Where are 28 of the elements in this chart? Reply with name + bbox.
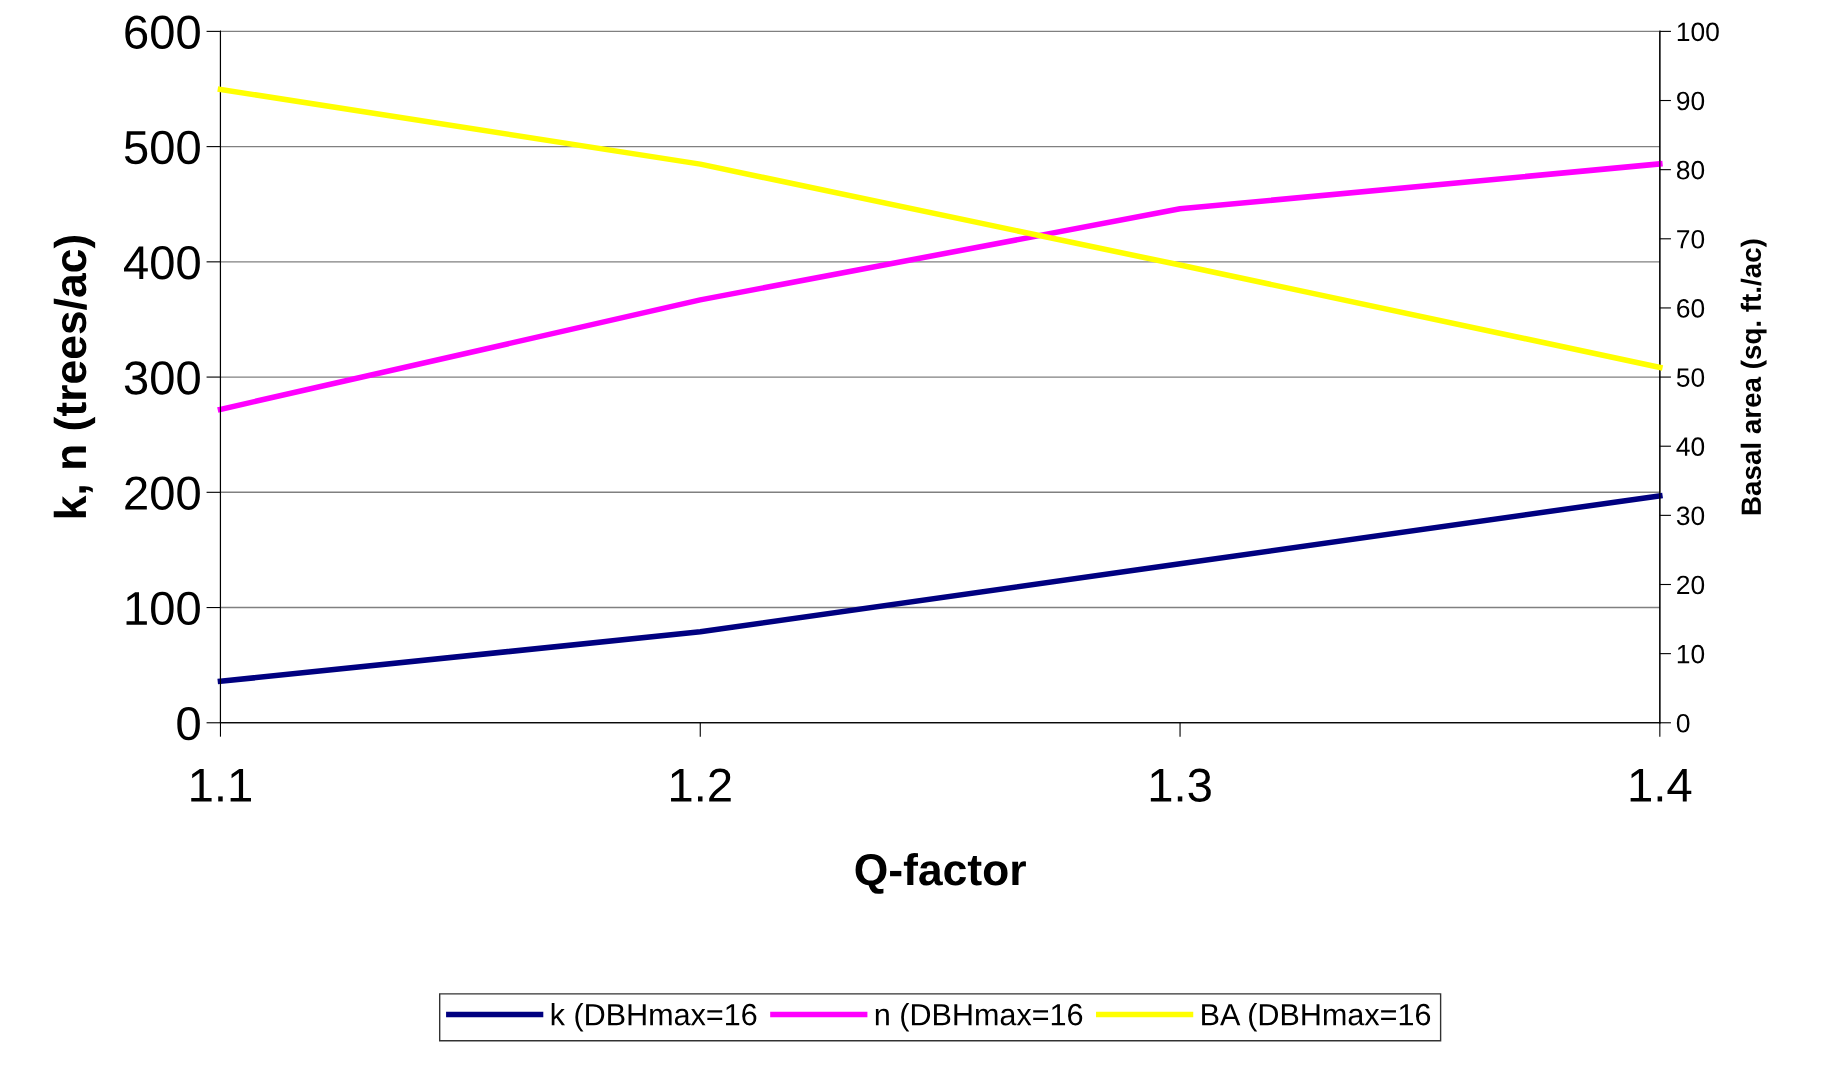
y2-tick-label: 100 xyxy=(1677,22,1719,42)
y2-axis-title: Basal area (sq. ft./ac) xyxy=(1740,239,1767,515)
y2-tick-label: 60 xyxy=(1677,299,1705,318)
y2-tick-label: 0 xyxy=(1676,713,1690,733)
y-tick-label: 300 xyxy=(124,361,200,395)
x-axis-title: Q-factor xyxy=(855,852,1026,894)
y-tick-label: 600 xyxy=(125,15,200,49)
y-tick-label: 400 xyxy=(124,245,200,280)
legend-label: BA (DBHmax=16 xyxy=(1202,1003,1431,1032)
y-tick-label: 0 xyxy=(177,706,200,741)
y-axis-title: k, n (trees/ac) xyxy=(53,236,96,518)
x-tick-label: 1.2 xyxy=(671,768,731,802)
y2-tick-label: 50 xyxy=(1676,368,1705,387)
y2-tick-label: 70 xyxy=(1677,229,1705,249)
legend-label: n (DBHmax=16 xyxy=(875,1003,1083,1032)
x-tick-label: 1.3 xyxy=(1150,768,1211,802)
x-tick-label: 1.4 xyxy=(1630,768,1692,802)
y-tick-label: 500 xyxy=(124,130,200,165)
y2-tick-label: 30 xyxy=(1676,506,1705,526)
y2-tick-label: 10 xyxy=(1677,644,1705,664)
y2-tick-label: 20 xyxy=(1677,575,1705,595)
legend-label: k (DBHmax=16 xyxy=(551,1003,757,1032)
y-tick-label: 200 xyxy=(125,476,200,510)
y2-tick-label: 40 xyxy=(1676,437,1705,457)
y-tick-label: 100 xyxy=(126,591,200,626)
x-tick-label: 1.1 xyxy=(191,768,251,802)
y2-tick-label: 80 xyxy=(1676,160,1705,180)
y2-tick-label: 90 xyxy=(1677,91,1705,111)
